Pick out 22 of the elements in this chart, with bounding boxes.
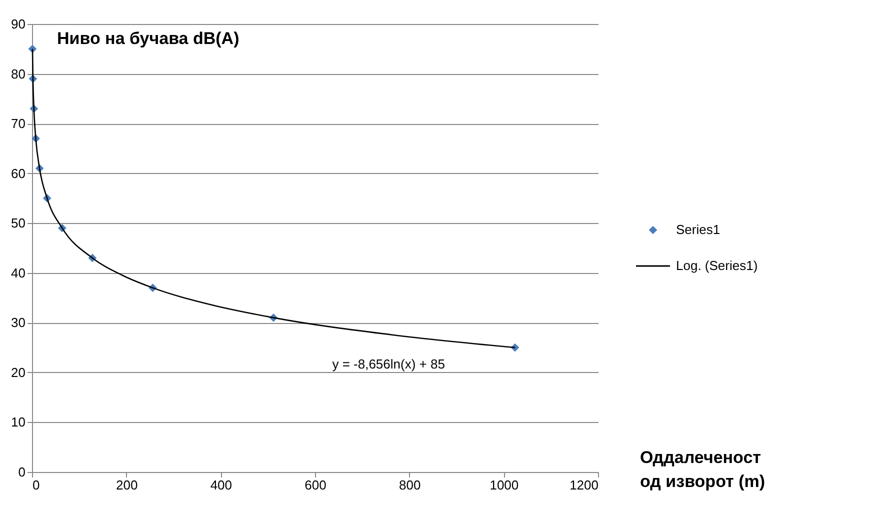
x-tick-label: 800 — [398, 478, 421, 492]
x-tick-label: 200 — [116, 478, 138, 492]
x-tick-label: 1200 — [570, 478, 598, 492]
y-tick-label: 60 — [11, 166, 26, 181]
x-tick-label: 400 — [210, 478, 232, 492]
y-tick-label: 40 — [11, 265, 26, 280]
x-tick-label: 1000 — [490, 478, 519, 492]
y-tick-label: 80 — [11, 66, 26, 82]
annotation: y = -8,656ln(x) + 85 — [332, 356, 445, 372]
chart-title: Ниво на бучава dB(A) — [57, 29, 240, 48]
y-tick-label: 20 — [11, 364, 26, 380]
y-tick-label: 50 — [11, 216, 26, 231]
y-tick-label: 70 — [11, 116, 26, 132]
x-tick-label: 0 — [32, 478, 40, 492]
legend-label: Log. (Series1) — [676, 258, 758, 273]
y-tick-label: 10 — [11, 414, 26, 430]
y-tick-label: 30 — [11, 315, 26, 330]
y-tick-label: 90 — [11, 16, 26, 32]
x-tick-label: 600 — [304, 478, 326, 492]
y-tick-label: 0 — [18, 464, 26, 480]
legend-label: Series1 — [676, 222, 720, 237]
x-axis-title: Оддалеченост од изворот (m) — [640, 448, 766, 491]
